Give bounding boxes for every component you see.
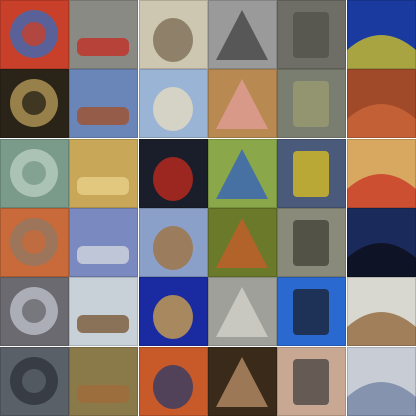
red-car-desert-image: red car in desert bbox=[347, 139, 416, 208]
dog-blue-cap-image: dog wearing blue cap bbox=[208, 139, 277, 208]
woman-face-image-art: woman face bbox=[208, 347, 277, 416]
stone-buddha-image: stone buddha face bbox=[208, 277, 277, 346]
labrador-face-image: labrador face bbox=[69, 347, 138, 416]
dancer-archway-image: dancer in archway bbox=[139, 0, 208, 69]
antennas-sky-image: antennas in sky bbox=[277, 347, 346, 416]
toy-red-car-image-art: red toy race car bbox=[139, 139, 208, 208]
red-car-desert-image-art: red car in desert bbox=[347, 139, 416, 208]
dog-lounging-image-art: dog lounging bbox=[69, 277, 138, 346]
city-street-bw-image: black and white city street bbox=[208, 0, 277, 69]
city-street-bw-image-art: black and white city street bbox=[208, 0, 277, 69]
camel-riders-image-art: camel riders bbox=[139, 208, 208, 277]
water-droplets-image-art: water droplets bbox=[0, 139, 69, 208]
insect-wheel-image: insect on wheel bbox=[208, 208, 277, 277]
owl-flying-image: owl in flight bbox=[139, 69, 208, 138]
yellow-toy-figure-image-art: yellow toy figure bbox=[277, 139, 346, 208]
cobblestone-image-art: cobblestones bbox=[277, 0, 346, 69]
sun-face-plaque-image: sun face plaque bbox=[347, 69, 416, 138]
foggy-pier-image: foggy pier bbox=[0, 347, 69, 416]
cat-yawning-image-art: tabby cat yawning bbox=[208, 69, 277, 138]
cat-wide-eyes-image: cat with wide eyes bbox=[0, 208, 69, 277]
golden-dome-image-art: golden studded dome bbox=[139, 277, 208, 346]
harbor-cranes-image-art: harbor cranes at dusk bbox=[347, 208, 416, 277]
colonnade-hallway-image-art: colonnade hallway bbox=[347, 347, 416, 416]
blue-yellow-sphere-image: blue and yellow wire sphere bbox=[347, 0, 416, 69]
camel-riders-image: camel riders bbox=[139, 208, 208, 277]
glass-bowl-image-art: golden glass bowl bbox=[69, 139, 138, 208]
photo-grid-wall-image: wall of framed photos bbox=[0, 69, 69, 138]
colonnade-hallway-image: colonnade hallway bbox=[347, 347, 416, 416]
harbor-cranes-image: harbor cranes at dusk bbox=[347, 208, 416, 277]
sunset-clouds-image-art: sunset clouds bbox=[139, 347, 208, 416]
fire-hydrant-robot-image: silver fire hydrant bbox=[69, 208, 138, 277]
dancer-archway-image-art: dancer in archway bbox=[139, 0, 208, 69]
sun-face-plaque-image-art: sun face plaque bbox=[347, 69, 416, 138]
gray-cat-closeup-image-art: gray cat close-up bbox=[277, 69, 346, 138]
bulldog-tongue-image-art: bulldog with tongue out bbox=[69, 69, 138, 138]
silver-car-image-art: silver car bbox=[0, 277, 69, 346]
sunset-clouds-image: sunset clouds bbox=[139, 347, 208, 416]
water-droplets-image: water droplets bbox=[0, 139, 69, 208]
woman-face-image: woman face bbox=[208, 347, 277, 416]
glass-bowl-image: golden glass bowl bbox=[69, 139, 138, 208]
foggy-pier-image-art: foggy pier bbox=[0, 347, 69, 416]
vintage-cars-street-image: vintage cars on street bbox=[69, 0, 138, 69]
dog-blue-cap-image-art: dog wearing blue cap bbox=[208, 139, 277, 208]
beagle-puppy-image: beagle puppy bbox=[347, 277, 416, 346]
metal-owl-sculpture-image: metal owl sculpture bbox=[277, 208, 346, 277]
labrador-face-image-art: labrador face bbox=[69, 347, 138, 416]
gray-cat-closeup-image: gray cat close-up bbox=[277, 69, 346, 138]
antennas-sky-image-art: antennas in sky bbox=[277, 347, 346, 416]
blue-yellow-sphere-image-art: blue and yellow wire sphere bbox=[347, 0, 416, 69]
insect-wheel-image-art: insect on wheel bbox=[208, 208, 277, 277]
stone-buddha-image-art: stone buddha face bbox=[208, 277, 277, 346]
owl-flying-image-art: owl in flight bbox=[139, 69, 208, 138]
rainbow-spiral-image: rainbow spiral bbox=[0, 0, 69, 69]
google-g-sculpture-image-art: blue G sculpture bbox=[277, 277, 346, 346]
vintage-cars-street-image-art: vintage cars on street bbox=[69, 0, 138, 69]
beagle-puppy-image-art: beagle puppy bbox=[347, 277, 416, 346]
cat-yawning-image: tabby cat yawning bbox=[208, 69, 277, 138]
cat-wide-eyes-image-art: cat with wide eyes bbox=[0, 208, 69, 277]
fire-hydrant-robot-image-art: silver fire hydrant bbox=[69, 208, 138, 277]
silver-car-image: silver car bbox=[0, 277, 69, 346]
metal-owl-sculpture-image-art: metal owl sculpture bbox=[277, 208, 346, 277]
photo-grid-wall-image-art: wall of framed photos bbox=[0, 69, 69, 138]
bulldog-tongue-image: bulldog with tongue out bbox=[69, 69, 138, 138]
google-g-sculpture-image: blue G sculpture bbox=[277, 277, 346, 346]
toy-red-car-image: red toy race car bbox=[139, 139, 208, 208]
golden-dome-image: golden studded dome bbox=[139, 277, 208, 346]
cobblestone-image: cobblestones bbox=[277, 0, 346, 69]
dog-lounging-image: dog lounging bbox=[69, 277, 138, 346]
yellow-toy-figure-image: yellow toy figure bbox=[277, 139, 346, 208]
rainbow-spiral-image-art: rainbow spiral bbox=[0, 0, 69, 69]
